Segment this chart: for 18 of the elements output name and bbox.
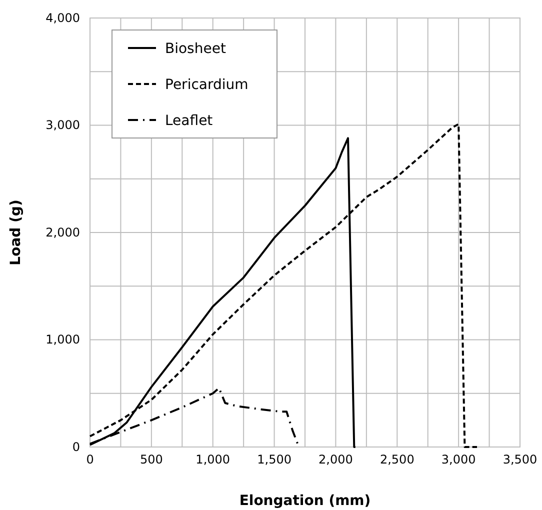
x-tick-label: 3,500	[502, 452, 538, 467]
x-tick-label: 2,500	[380, 452, 414, 467]
x-tick-label: 3,000	[441, 452, 476, 467]
x-tick-label: 2,000	[318, 452, 353, 467]
x-axis-title: Elongation (mm)	[239, 493, 371, 509]
x-tick-label: 0	[86, 452, 94, 467]
y-tick-label: 0	[72, 440, 80, 454]
legend-label: Biosheet	[165, 41, 226, 57]
y-tick-label: 1,000	[46, 332, 80, 347]
y-tick-label: 4,000	[46, 10, 80, 25]
x-tick-label: 1,500	[257, 452, 292, 467]
legend-label: Leaflet	[165, 113, 214, 129]
y-tick-label: 3,000	[46, 118, 80, 132]
y-tick-label: 2,000	[46, 225, 80, 240]
y-axis-title: Load (g)	[8, 200, 24, 266]
x-tick-label: 500	[140, 452, 163, 467]
legend-label: Pericardium	[165, 77, 248, 93]
x-tick-label: 1,000	[196, 452, 230, 467]
